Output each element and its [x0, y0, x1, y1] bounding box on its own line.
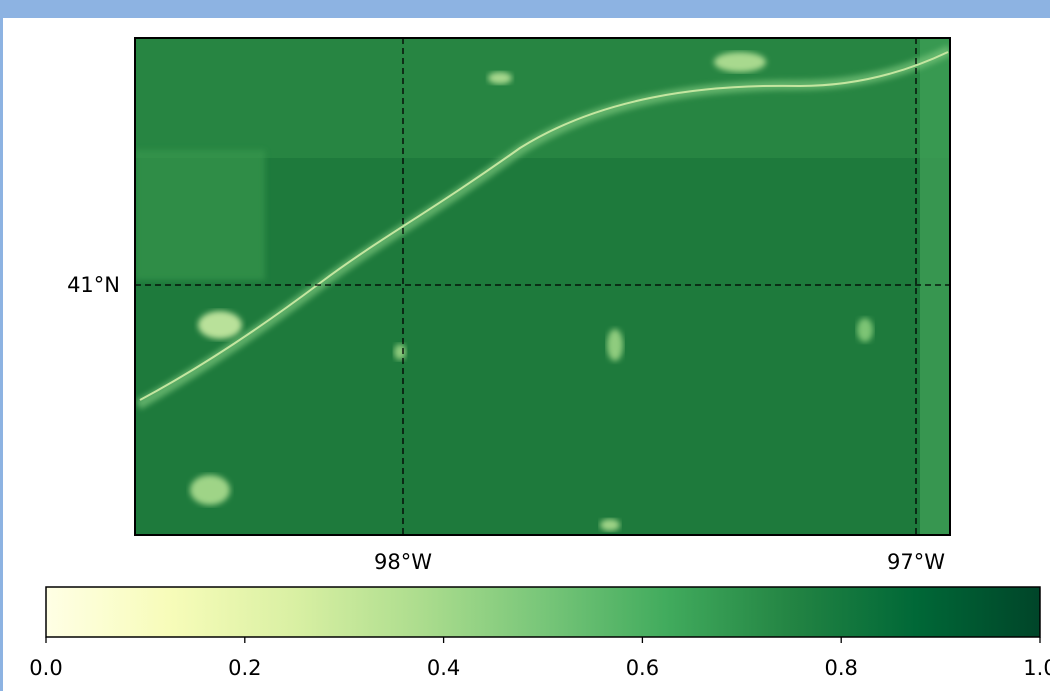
- colorbar-tick-label: 0.8: [824, 656, 857, 680]
- map-raster: [135, 38, 950, 535]
- colorbar: [46, 587, 1040, 637]
- colorbar-tick-label: 1.0: [1023, 656, 1050, 680]
- colorbar-tick-label: 0.2: [228, 656, 261, 680]
- left-border: [0, 0, 3, 691]
- top-bar: [0, 0, 1050, 18]
- lon-label: 97°W: [887, 550, 945, 574]
- lat-label: 41°N: [67, 273, 120, 297]
- lon-label: 98°W: [374, 550, 432, 574]
- colorbar-tick-label: 0.4: [427, 656, 460, 680]
- colorbar-tick-label: 0.0: [29, 656, 62, 680]
- colorbar-tick-label: 0.6: [626, 656, 659, 680]
- map-figure: 41°N 98°W 97°W 0.0 0.2 0.4 0.6 0.8 1.0: [0, 0, 1050, 691]
